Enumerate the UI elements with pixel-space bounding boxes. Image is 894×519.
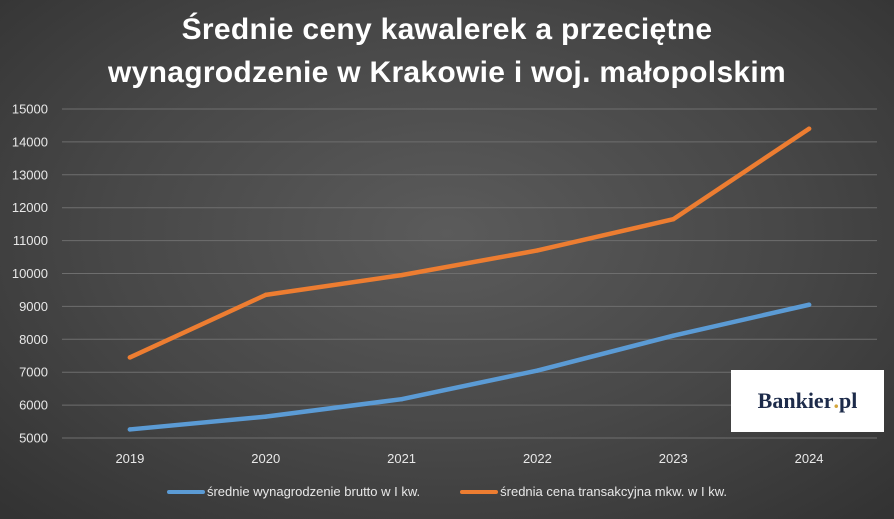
logo-text-main: Bankier bbox=[757, 388, 834, 413]
x-tick-label: 2023 bbox=[659, 451, 688, 466]
y-tick-label: 12000 bbox=[12, 200, 48, 215]
legend: średnie wynagrodzenie brutto w I kw. śre… bbox=[0, 484, 894, 499]
x-tick-label: 2021 bbox=[387, 451, 416, 466]
data-point bbox=[806, 302, 812, 307]
data-point bbox=[399, 272, 404, 278]
data-point bbox=[127, 355, 133, 360]
y-tick-label: 10000 bbox=[12, 266, 48, 281]
data-point bbox=[127, 427, 133, 432]
legend-swatch-price bbox=[460, 489, 499, 494]
y-tick-label: 8000 bbox=[19, 332, 48, 347]
data-point bbox=[535, 248, 540, 253]
legend-swatch-salary bbox=[166, 489, 205, 494]
data-point bbox=[806, 126, 812, 131]
logo-text-suffix: pl bbox=[838, 388, 858, 413]
x-tick-label: 2020 bbox=[251, 451, 280, 466]
y-tick-label: 7000 bbox=[19, 365, 48, 380]
data-point bbox=[535, 368, 540, 373]
series-line-salary bbox=[127, 302, 812, 432]
data-point bbox=[263, 414, 268, 419]
y-tick-label: 14000 bbox=[12, 134, 48, 149]
x-tick-label: 2024 bbox=[795, 451, 824, 466]
data-point bbox=[671, 333, 676, 338]
y-tick-label: 9000 bbox=[19, 299, 48, 314]
series-line-price bbox=[127, 126, 812, 360]
chart-title: Średnie ceny kawalerek a przeciętne wyna… bbox=[0, 8, 894, 94]
y-tick-label: 15000 bbox=[12, 102, 48, 117]
y-tick-label: 13000 bbox=[12, 167, 48, 182]
y-tick-label: 5000 bbox=[19, 431, 48, 446]
y-tick-label: 11000 bbox=[13, 233, 48, 248]
legend-item-salary: średnie wynagrodzenie brutto w I kw. bbox=[166, 484, 421, 499]
legend-item-price: średnia cena transakcyjna mkw. w I kw. bbox=[460, 484, 727, 499]
legend-label-salary: średnie wynagrodzenie brutto w I kw. bbox=[206, 484, 421, 499]
x-tick-label: 2022 bbox=[523, 451, 552, 466]
x-tick-label: 2019 bbox=[115, 451, 144, 466]
data-point bbox=[671, 217, 676, 222]
chart-title-line-2: wynagrodzenie w Krakowie i woj. małopols… bbox=[107, 56, 787, 89]
data-point bbox=[263, 292, 268, 298]
y-tick-label: 6000 bbox=[19, 398, 48, 413]
chart-title-line-1: Średnie ceny kawalerek a przeciętne bbox=[181, 13, 713, 46]
bankier-logo: Bankier. pl bbox=[731, 370, 884, 432]
data-point bbox=[399, 396, 404, 402]
logo-dot: . bbox=[833, 388, 839, 413]
legend-label-price: średnia cena transakcyjna mkw. w I kw. bbox=[500, 484, 728, 499]
